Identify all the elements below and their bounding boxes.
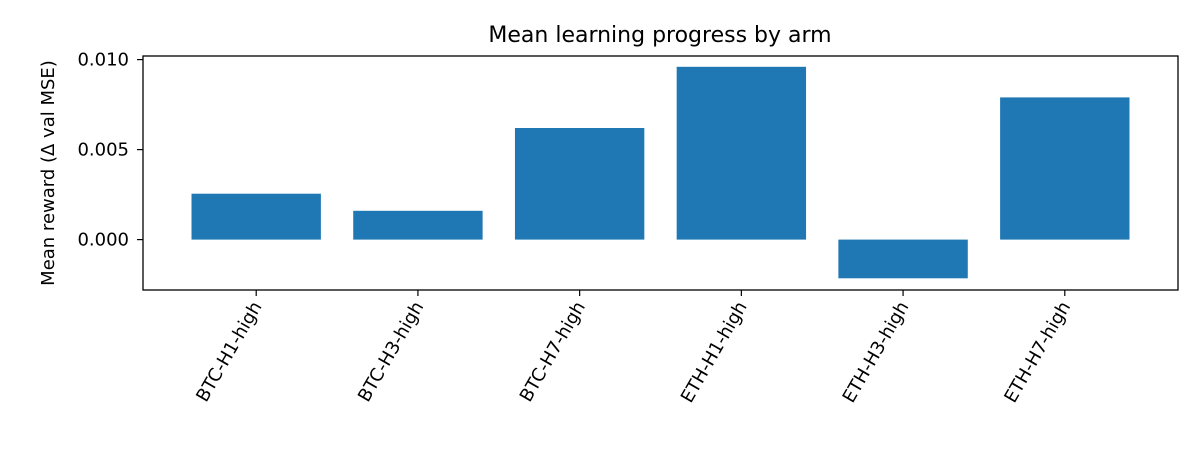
y-axis-label: Mean reward (Δ val MSE) <box>38 60 59 286</box>
bar-eth-h1-high <box>676 66 807 240</box>
bar-btc-h7-high <box>514 128 645 240</box>
bar-eth-h3-high <box>838 239 968 279</box>
x-ticks-group: BTC-H1-high BTC-H3-high BTC-H7-high ETH-H1-… <box>192 290 1075 406</box>
bar-eth-h7-high <box>1000 97 1130 240</box>
x-tick-label: BTC-H7-high <box>516 298 590 406</box>
x-tick-label: ETH-H1-high <box>677 298 752 406</box>
bar-btc-h3-high <box>353 210 483 240</box>
plot-frame <box>142 55 1179 291</box>
y-ticks-group: 0.000 0.005 0.010 <box>77 50 143 251</box>
x-tick-label: ETH-H7-high <box>1000 298 1075 406</box>
x-tick-label: BTC-H1-high <box>192 298 266 406</box>
x-tick-label: ETH-H3-high <box>839 298 914 406</box>
y-tick-label: 0.000 <box>77 230 129 251</box>
chart-title: Mean learning progress by arm <box>488 23 831 48</box>
x-tick-label: BTC-H3-high <box>354 298 428 406</box>
bars-group <box>191 66 1130 279</box>
y-tick-label: 0.005 <box>77 140 129 161</box>
y-tick-label: 0.010 <box>77 50 129 71</box>
bar-btc-h1-high <box>191 193 321 240</box>
